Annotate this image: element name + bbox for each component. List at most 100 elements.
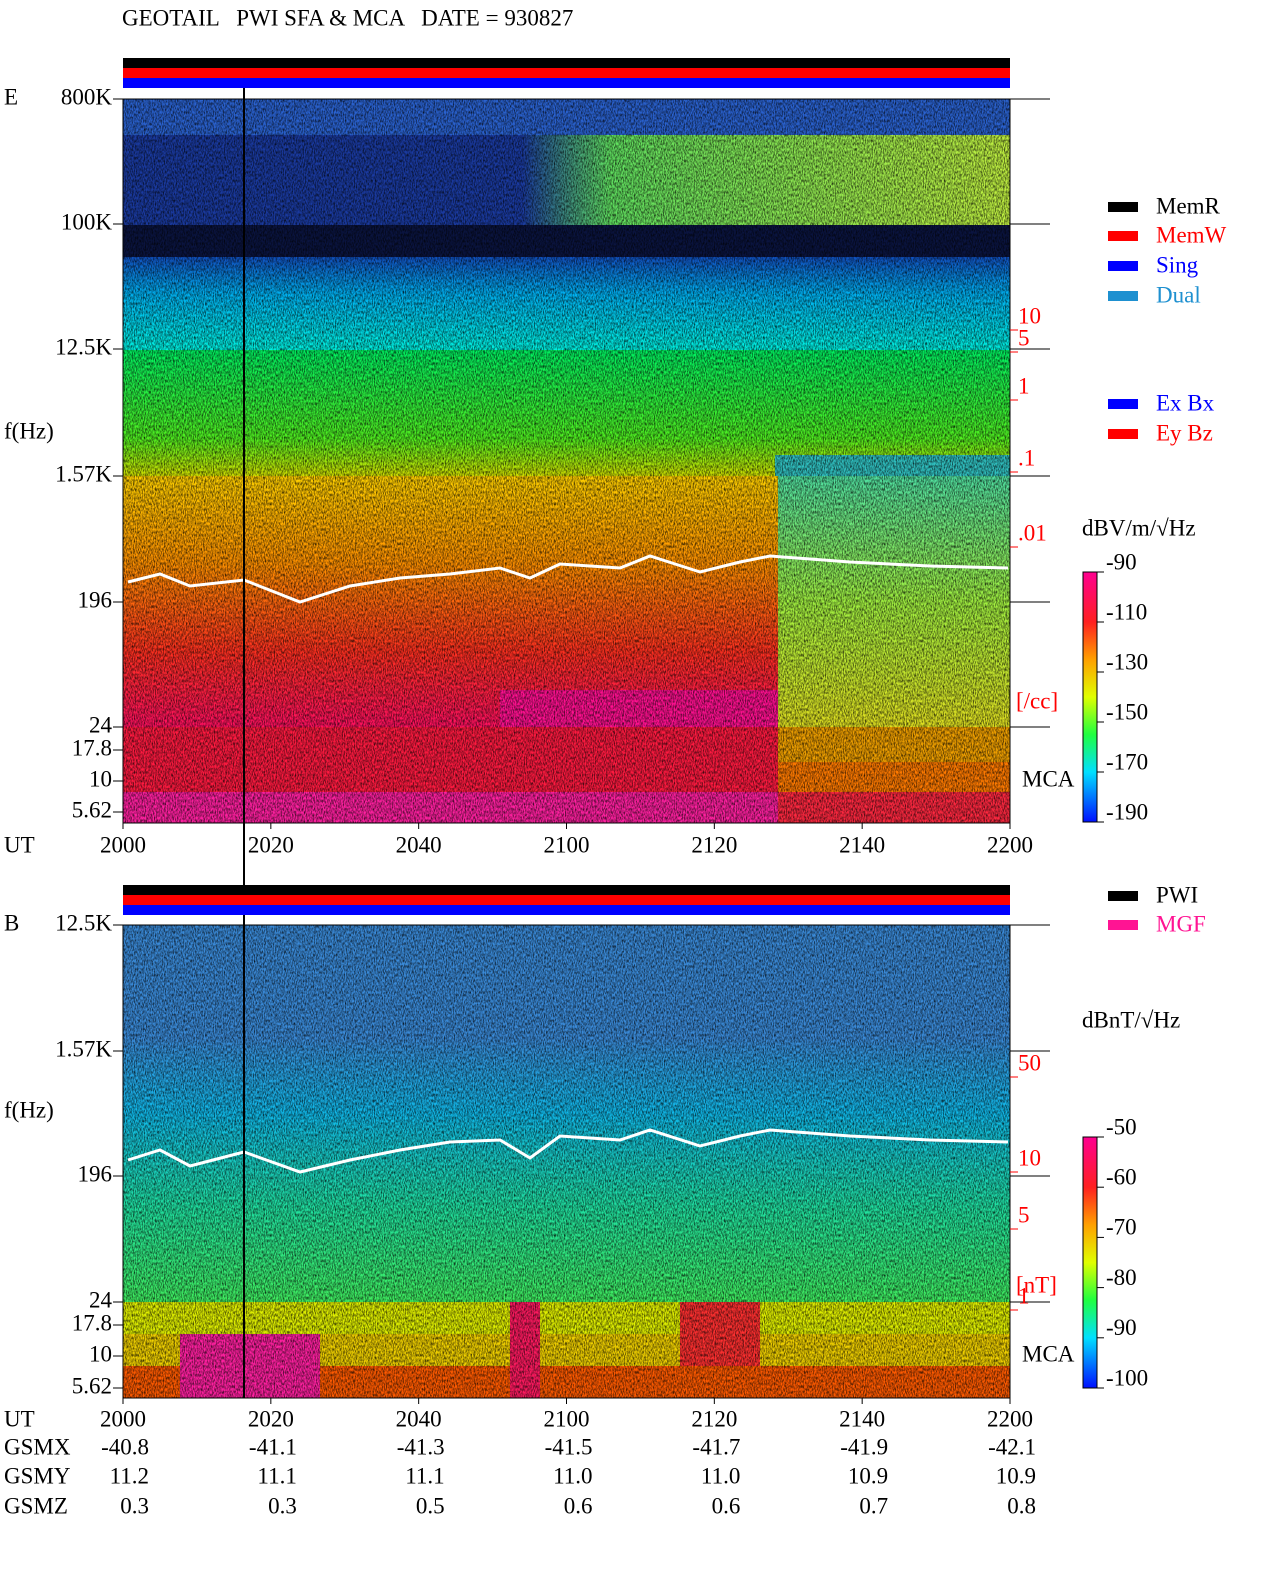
orbit-value: 10.9	[996, 1463, 1036, 1488]
colorbar-tick-label: -60	[1106, 1164, 1137, 1189]
x-tick-label: 2120	[691, 1406, 737, 1431]
mca-label: MCA	[1022, 766, 1075, 791]
orbit-value: 0.6	[564, 1493, 593, 1518]
x-tick-label: 2000	[100, 1406, 146, 1431]
density-tick-label: 50	[1018, 1050, 1041, 1075]
x-tick-label: 2100	[544, 832, 590, 857]
orbit-value: 10.9	[848, 1463, 888, 1488]
orbit-label: GSMZ	[4, 1493, 68, 1518]
y-tick-label: 100K	[61, 209, 113, 234]
y-tick-label: 24	[89, 1287, 113, 1312]
legend-swatch	[1108, 202, 1138, 212]
y-axis-label: f(Hz)	[4, 1097, 54, 1122]
legend-swatch	[1108, 399, 1138, 409]
colorbar-tick-label: -80	[1106, 1265, 1137, 1290]
orbit-label: GSMX	[4, 1434, 71, 1459]
orbit-value: 11.0	[701, 1463, 740, 1488]
density-tick-label: 5	[1018, 325, 1030, 350]
colorbar-tick-label: -170	[1106, 749, 1148, 774]
x-tick-label: 2040	[396, 1406, 442, 1431]
status-bar	[123, 885, 1010, 895]
orbit-value: 0.7	[859, 1493, 888, 1518]
y-tick-label: 10	[89, 766, 112, 791]
density-unit: [nT]	[1016, 1272, 1057, 1297]
x-tick-label: 2140	[839, 832, 885, 857]
colorbar-unit: dBV/m/√Hz	[1082, 515, 1196, 540]
orbit-value: -41.1	[249, 1434, 297, 1459]
x-tick-label: 2020	[248, 832, 294, 857]
density-tick-label: 10	[1018, 1145, 1041, 1170]
orbit-value: -41.7	[692, 1434, 740, 1459]
legend-label: Ey Bz	[1156, 420, 1213, 445]
colorbar	[1082, 1136, 1098, 1389]
x-tick-label: 2020	[248, 1406, 294, 1431]
status-bar	[123, 58, 1010, 68]
y-tick-label: 1.57K	[55, 1036, 112, 1061]
colorbar-tick-label: -50	[1106, 1114, 1137, 1139]
y-tick-label: 1.57K	[55, 461, 112, 486]
legend-swatch	[1108, 261, 1138, 271]
orbit-value: 0.3	[120, 1493, 149, 1518]
status-bar	[123, 78, 1010, 88]
panel-label: E	[4, 84, 18, 109]
density-tick-label: .01	[1018, 520, 1047, 545]
legend-label: MemR	[1156, 193, 1221, 218]
colorbar-tick-label: -190	[1106, 799, 1148, 824]
colorbar	[1082, 571, 1098, 823]
orbit-value: -40.8	[101, 1434, 149, 1459]
orbit-value: 0.8	[1007, 1493, 1036, 1518]
x-tick-label: 2100	[544, 1406, 590, 1431]
legend-swatch	[1108, 231, 1138, 241]
colorbar-tick-label: -90	[1106, 549, 1137, 574]
e-spectrogram	[123, 99, 1010, 823]
y-tick-label: 24	[89, 712, 113, 737]
legend-swatch	[1108, 920, 1138, 930]
x-tick-label: 2120	[691, 832, 737, 857]
y-tick-label: 800K	[61, 84, 113, 109]
orbit-value: -41.5	[545, 1434, 593, 1459]
orbit-value: -41.9	[840, 1434, 888, 1459]
y-tick-label: 5.62	[72, 797, 112, 822]
density-tick-label: 1	[1018, 373, 1030, 398]
density-tick-label: .1	[1018, 445, 1035, 470]
y-axis-label: f(Hz)	[4, 418, 54, 443]
legend-label: MGF	[1156, 911, 1206, 936]
orbit-value: 11.0	[553, 1463, 592, 1488]
mca-label: MCA	[1022, 1341, 1075, 1366]
orbit-label: GSMY	[4, 1463, 71, 1488]
density-unit: [/cc]	[1016, 688, 1058, 713]
colorbar-tick-label: -110	[1106, 599, 1147, 624]
legend-swatch	[1108, 891, 1138, 901]
x-axis-label: UT	[4, 832, 35, 857]
orbit-value: 11.1	[405, 1463, 444, 1488]
y-tick-label: 196	[78, 587, 113, 612]
y-tick-label: 17.8	[72, 1310, 112, 1335]
panel-label: B	[4, 910, 19, 935]
orbit-value: -41.3	[397, 1434, 445, 1459]
legend-swatch	[1108, 429, 1138, 439]
orbit-value: 11.1	[257, 1463, 296, 1488]
legend-label: Sing	[1156, 252, 1199, 277]
orbit-value: 0.5	[416, 1493, 445, 1518]
status-bar	[123, 895, 1010, 905]
legend-label: PWI	[1156, 882, 1198, 907]
x-tick-label: 2200	[987, 832, 1033, 857]
colorbar-tick-label: -90	[1106, 1315, 1137, 1340]
y-tick-label: 17.8	[72, 735, 112, 760]
legend-label: Ex Bx	[1156, 390, 1215, 415]
orbit-value: 0.3	[268, 1493, 297, 1518]
x-tick-label: 2000	[100, 832, 146, 857]
colorbar-tick-label: -70	[1106, 1215, 1137, 1240]
y-tick-label: 10	[89, 1341, 112, 1366]
x-axis-label: UT	[4, 1406, 35, 1431]
density-tick-label: 5	[1018, 1202, 1030, 1227]
y-tick-label: 5.62	[72, 1373, 112, 1398]
x-tick-label: 2040	[396, 832, 442, 857]
orbit-value: 0.6	[712, 1493, 741, 1518]
legend-swatch	[1108, 291, 1138, 301]
colorbar-unit: dBnT/√Hz	[1082, 1007, 1180, 1032]
colorbar-tick-label: -150	[1106, 699, 1148, 724]
orbit-value: 11.2	[110, 1463, 149, 1488]
x-tick-label: 2200	[987, 1406, 1033, 1431]
